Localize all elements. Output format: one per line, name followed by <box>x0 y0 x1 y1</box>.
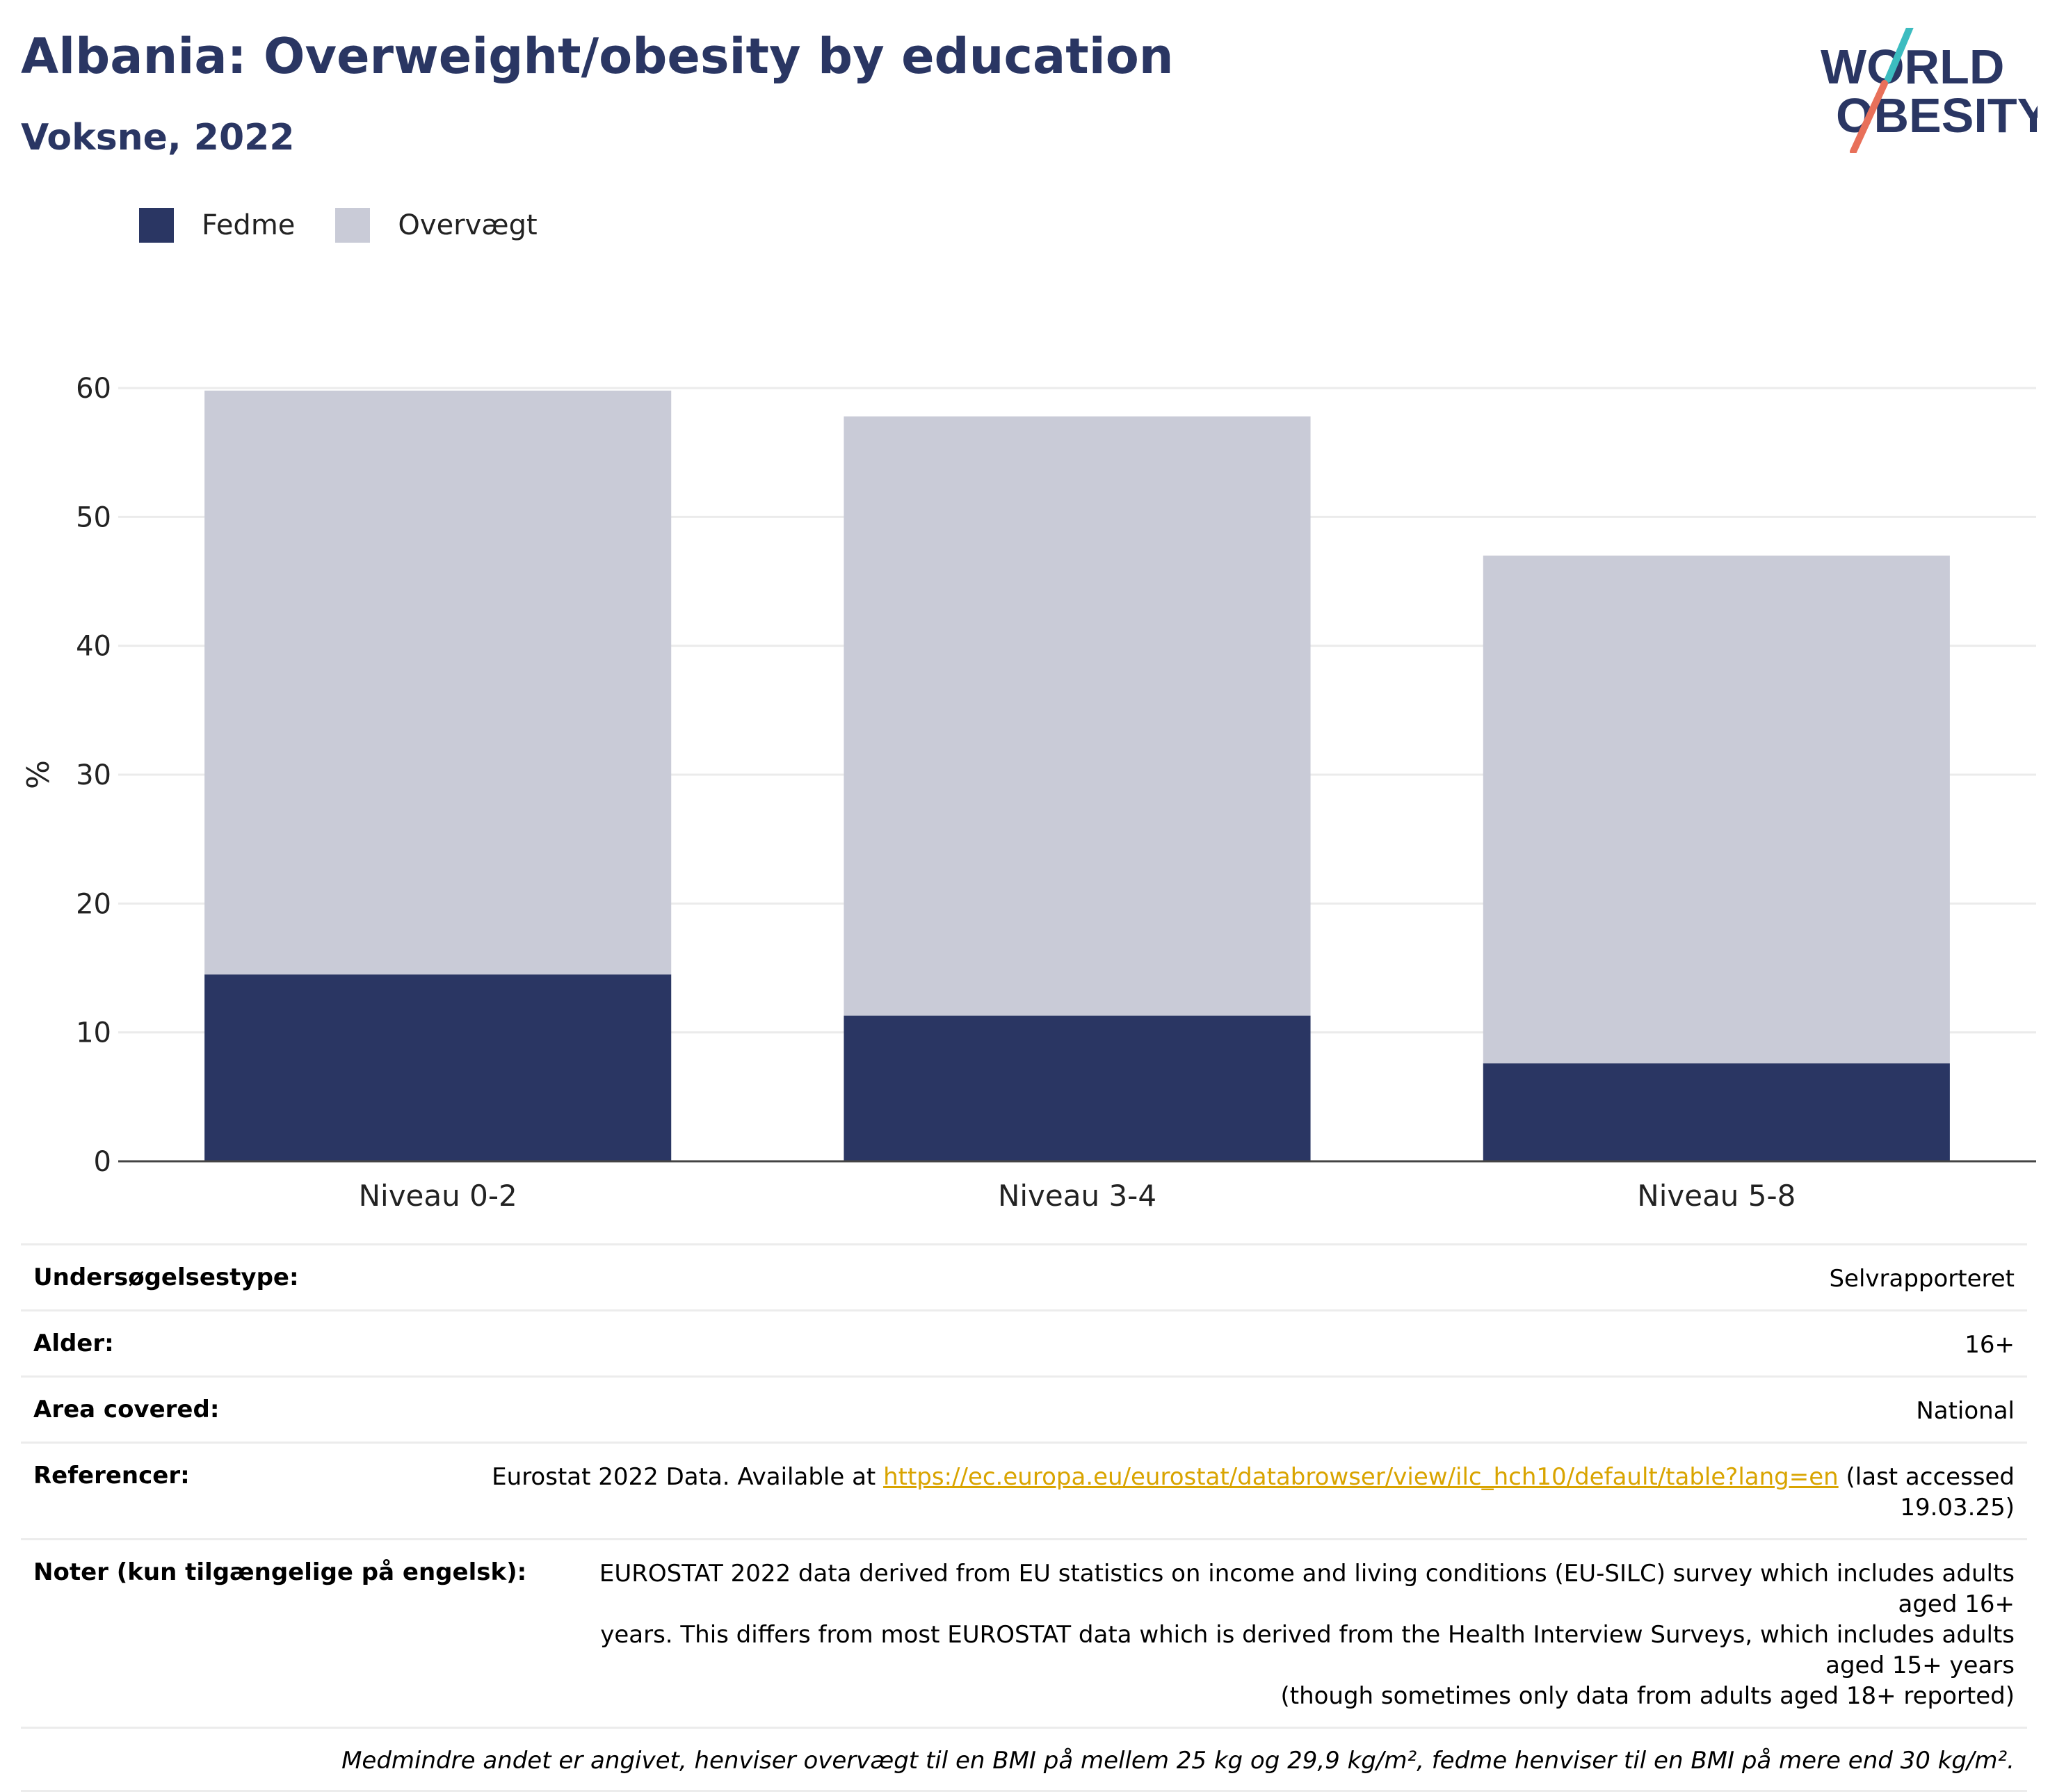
info-label-survey-type: Undersøgelsestype: <box>33 1264 299 1291</box>
bar-overweight-3 <box>1483 555 1950 1064</box>
info-row-age: Alder: 16+ <box>21 1309 2027 1375</box>
info-value-age: 16+ <box>1965 1331 2015 1359</box>
bar-obesity-2 <box>844 1015 1311 1161</box>
notes-line-3: (though sometimes only data from adults … <box>1280 1682 2015 1710</box>
reference-link[interactable]: https://ec.europa.eu/eurostat/databrowse… <box>883 1463 1839 1491</box>
info-row-survey-type: Undersøgelsestype: Selvrapporteret <box>21 1243 2027 1309</box>
info-row-footnote: Medmindre andet er angivet, henviser ove… <box>21 1727 2027 1792</box>
notes-line-1: EUROSTAT 2022 data derived from EU stati… <box>599 1560 2015 1618</box>
reference-suffix: (last accessed <box>1838 1463 2015 1491</box>
y-tick-label-20: 20 <box>76 888 111 920</box>
info-value-area: National <box>1916 1397 2015 1425</box>
info-value-notes: EUROSTAT 2022 data derived from EU stati… <box>568 1558 2015 1711</box>
y-axis-title: % <box>21 760 56 789</box>
info-value-survey-type: Selvrapporteret <box>1829 1265 2015 1293</box>
legend-item-overweight[interactable]: Overvægt <box>335 208 538 243</box>
world-obesity-logo: WORLD OBESITY <box>1821 28 2038 153</box>
legend-label-overweight: Overvægt <box>398 209 538 241</box>
x-tick-label-2: Niveau 3-4 <box>998 1179 1156 1210</box>
x-tick-label-1: Niveau 0-2 <box>359 1179 517 1210</box>
legend-swatch-overweight <box>335 208 371 243</box>
y-tick-label-60: 60 <box>76 373 111 405</box>
info-table: Undersøgelsestype: Selvrapporteret Alder… <box>21 1243 2027 1792</box>
y-tick-label-30: 30 <box>76 759 111 791</box>
info-value-references: Eurostat 2022 Data. Available at https:/… <box>492 1462 2015 1523</box>
y-tick-label-50: 50 <box>76 501 111 533</box>
chart-subtitle: Voksne, 2022 <box>21 117 295 159</box>
legend-swatch-obesity <box>139 208 174 243</box>
legend-label-obesity: Fedme <box>202 209 296 241</box>
bar-obesity-3 <box>1483 1063 1950 1161</box>
info-label-area: Area covered: <box>33 1396 220 1423</box>
bmi-footnote: Medmindre andet er angivet, henviser ove… <box>341 1747 2015 1775</box>
logo-slash-bottom <box>1850 80 1888 153</box>
info-label-references: Referencer: <box>33 1462 190 1490</box>
reference-accessed-date: 19.03.25) <box>1900 1494 2015 1521</box>
bar-obesity-1 <box>204 974 672 1161</box>
chart-title: Albania: Overweight/obesity by education <box>21 28 1174 85</box>
stacked-bar-chart: 0 10 20 30 40 50 60% Niveau 0-2 Niveau 3-4 Niveau… <box>21 373 2036 1210</box>
reference-prefix: Eurostat 2022 Data. Available at <box>492 1463 884 1491</box>
info-label-age: Alder: <box>33 1330 114 1357</box>
info-row-area: Area covered: National <box>21 1375 2027 1442</box>
legend: Fedme Overvægt <box>139 206 578 245</box>
y-tick-label-40: 40 <box>76 631 111 663</box>
info-label-notes: Noter (kun tilgængelige på engelsk): <box>33 1558 527 1586</box>
bar-overweight-2 <box>844 416 1311 1016</box>
bar-overweight-1 <box>204 390 672 975</box>
info-row-notes: Noter (kun tilgængelige på engelsk): EUR… <box>21 1538 2027 1727</box>
info-row-references: Referencer: Eurostat 2022 Data. Availabl… <box>21 1442 2027 1538</box>
logo-line-1: WORLD <box>1821 40 2004 94</box>
notes-line-2: years. This differs from most EUROSTAT d… <box>600 1621 2015 1679</box>
legend-item-obesity[interactable]: Fedme <box>139 208 295 243</box>
y-tick-label-10: 10 <box>76 1017 111 1049</box>
y-tick-label-0: 0 <box>94 1146 111 1178</box>
logo-slash-top <box>1885 28 1914 83</box>
x-tick-label-3: Niveau 5-8 <box>1637 1179 1796 1210</box>
